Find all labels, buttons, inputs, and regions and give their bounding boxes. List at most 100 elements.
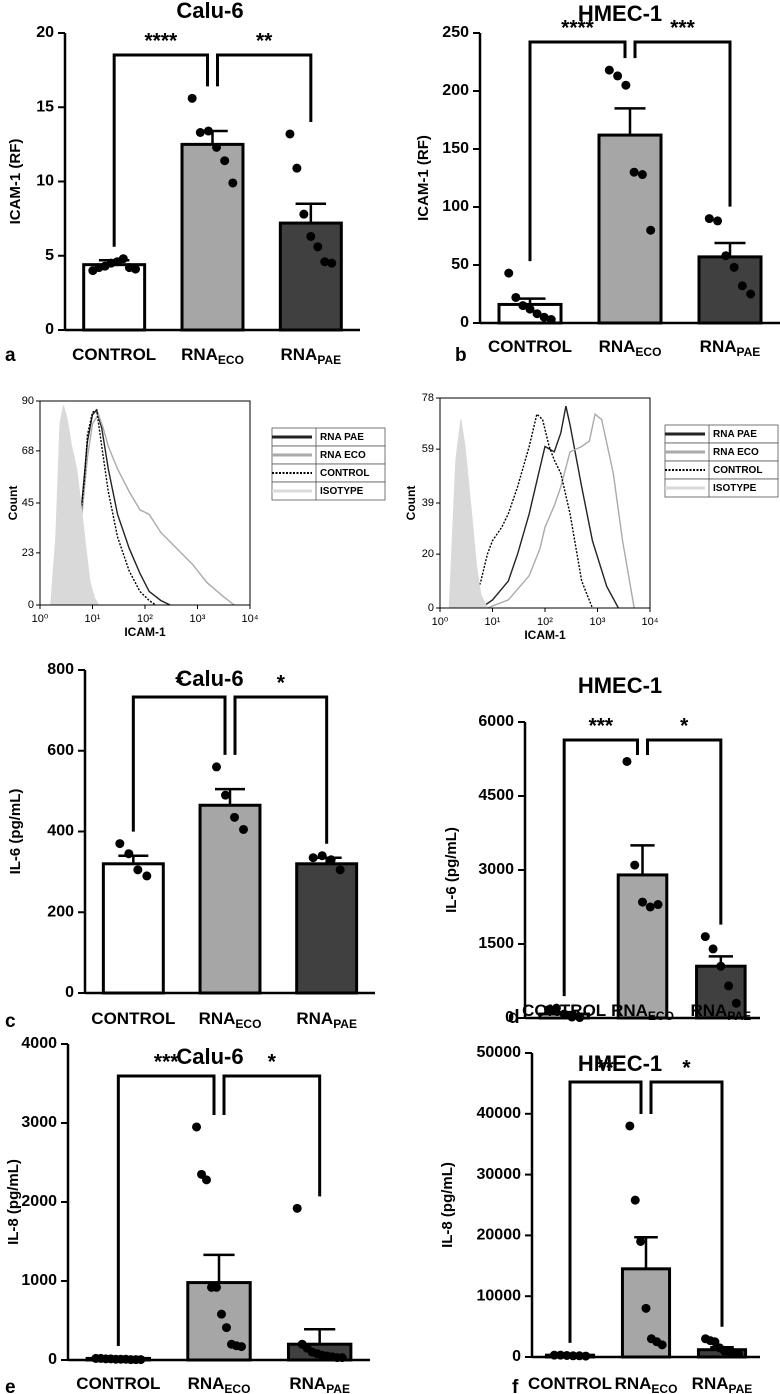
data-point <box>729 262 739 272</box>
significance-bracket <box>216 53 313 122</box>
data-point <box>746 289 756 299</box>
data-point <box>653 900 663 910</box>
data-point <box>544 1005 554 1015</box>
data-point <box>337 1353 347 1363</box>
x-tick-label: RNAECO <box>181 345 244 367</box>
data-point <box>646 225 656 235</box>
legend-label: RNA PAE <box>320 432 364 443</box>
data-point <box>645 902 655 912</box>
y-tick-label: 400 <box>47 823 74 840</box>
data-point <box>131 264 141 274</box>
data-point <box>716 961 726 971</box>
y-tick-label: 1000 <box>21 1272 57 1289</box>
data-point <box>737 281 747 291</box>
y-tick-label: 20000 <box>477 1227 522 1244</box>
significance-bracket <box>646 738 723 925</box>
y-tick-label: 90 <box>22 395 34 407</box>
data-point <box>285 129 295 139</box>
x-tick-label: CONTROL <box>72 345 156 364</box>
data-point <box>549 1350 559 1360</box>
x-tick-label: RNAPAE <box>691 1001 752 1023</box>
chart-title: HMEC-1 <box>578 673 662 698</box>
y-axis-label: IL-6 (pg/mL) <box>7 789 24 875</box>
x-tick-label: 10³ <box>190 613 206 625</box>
data-point <box>525 304 535 314</box>
data-point <box>559 1009 569 1019</box>
significance-label: * <box>680 715 689 738</box>
y-tick-label: 3000 <box>478 861 514 878</box>
data-point <box>221 790 230 800</box>
bar <box>198 803 262 995</box>
data-point <box>575 1013 585 1023</box>
legend-label: ISOTYPE <box>320 486 364 497</box>
category-subscript: ECO <box>224 1382 250 1394</box>
data-point <box>320 257 330 267</box>
category-name: CONTROL <box>528 1374 612 1393</box>
category-name: CONTROL <box>72 345 156 364</box>
data-point <box>657 1340 667 1350</box>
data-point <box>335 865 345 875</box>
data-point <box>622 756 632 766</box>
significance-bracket <box>649 1080 724 1327</box>
data-point <box>192 1122 202 1132</box>
data-point <box>299 209 309 219</box>
y-axis-label: Count <box>6 486 20 521</box>
data-point <box>202 1175 212 1185</box>
significance-bracket <box>633 40 732 207</box>
category-name: RNA <box>296 1009 333 1028</box>
category-subscript: ECO <box>648 1009 674 1023</box>
data-point <box>212 1282 222 1292</box>
category-subscript: PAE <box>317 353 341 367</box>
legend-label: CONTROL <box>320 468 369 479</box>
x-tick-label: RNAECO <box>611 1001 674 1023</box>
significance-label: *** <box>154 1051 179 1074</box>
legend-label: ISOTYPE <box>713 483 757 494</box>
data-point <box>621 80 631 90</box>
category-name: RNA <box>611 1001 648 1020</box>
data-point <box>212 762 221 772</box>
chart-title: HMEC-1 <box>578 1 662 26</box>
category-subscript: PAE <box>326 1382 350 1394</box>
category-name: RNA <box>692 1374 729 1393</box>
error-bar <box>304 1327 336 1345</box>
y-tick-label: 0 <box>28 599 34 611</box>
data-point <box>713 216 723 226</box>
x-tick-label: RNAPAE <box>700 337 761 359</box>
data-point <box>581 1351 591 1361</box>
y-tick-label: 4000 <box>21 1035 57 1052</box>
y-axis-label: IL-6 (pg/mL) <box>443 827 460 913</box>
x-tick-label: 10¹ <box>85 613 101 625</box>
data-point <box>239 824 248 834</box>
data-point <box>629 167 639 177</box>
panel-label: f <box>512 1377 519 1394</box>
significance-bracket <box>233 695 329 844</box>
x-tick-label: 10⁴ <box>642 616 659 628</box>
y-tick-label: 0 <box>428 602 434 614</box>
data-point <box>568 1351 578 1361</box>
y-tick-label: 40000 <box>477 1105 522 1122</box>
data-point <box>236 1342 246 1352</box>
y-tick-label: 39 <box>422 497 434 509</box>
y-tick-label: 68 <box>22 445 34 457</box>
data-point <box>546 315 556 325</box>
bar <box>295 862 359 995</box>
category-name: RNA <box>281 345 318 364</box>
significance-bracket <box>116 1074 216 1347</box>
y-tick-label: 0 <box>48 1351 57 1368</box>
data-point <box>551 1003 561 1013</box>
data-point <box>721 251 731 261</box>
data-point <box>708 944 718 954</box>
y-tick-label: 150 <box>442 140 469 157</box>
data-point <box>625 1121 635 1131</box>
data-point <box>613 71 623 81</box>
data-point <box>306 231 316 241</box>
data-point <box>313 242 323 252</box>
chart-title: Calu-6 <box>176 666 243 691</box>
legend-label: RNA ECO <box>713 447 759 458</box>
data-point <box>731 998 741 1008</box>
error-bar <box>614 107 646 136</box>
y-tick-label: 6000 <box>478 713 514 730</box>
data-point <box>641 1303 651 1313</box>
data-point <box>115 839 125 849</box>
data-point <box>230 812 239 822</box>
